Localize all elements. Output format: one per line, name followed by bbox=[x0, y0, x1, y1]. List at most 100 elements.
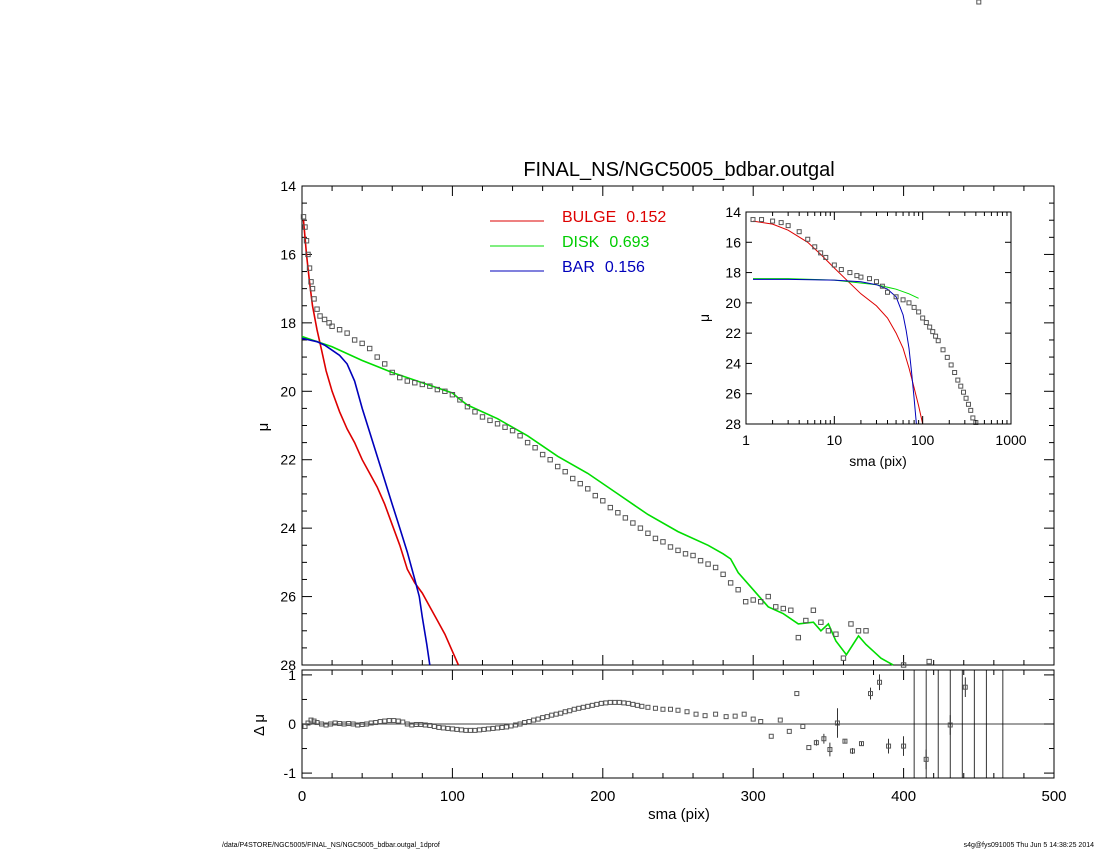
inset-x-tick-label: 1000 bbox=[995, 432, 1026, 448]
inset-x-tick-label: 10 bbox=[827, 432, 843, 448]
residual-point bbox=[794, 691, 800, 697]
data-point bbox=[442, 388, 448, 394]
inset-plot: 14 16 18 20 22 24 26 281 10 100 1000 μ sma (pix) bbox=[696, 204, 1027, 469]
residual-point bbox=[431, 723, 437, 729]
main-y-axis: 14 16 18 20 22 24 26 28 bbox=[280, 178, 1054, 673]
residual-point bbox=[598, 700, 604, 706]
data-point bbox=[652, 535, 659, 542]
residual-point bbox=[463, 727, 469, 733]
x-tick-label: 200 bbox=[590, 788, 615, 805]
residual-point bbox=[571, 706, 577, 712]
data-point bbox=[637, 525, 644, 531]
data-point bbox=[926, 658, 932, 665]
residual-point bbox=[923, 756, 929, 762]
data-point bbox=[622, 515, 629, 521]
inset-data-point bbox=[948, 362, 954, 368]
residual-point bbox=[481, 726, 487, 732]
residual-point bbox=[319, 721, 325, 727]
residual-point bbox=[504, 724, 510, 730]
residual-point bbox=[409, 722, 415, 728]
inset-data-point bbox=[963, 395, 969, 401]
residual-point bbox=[562, 709, 568, 715]
data-point bbox=[472, 409, 478, 415]
inset-x-tick-label: 100 bbox=[911, 432, 935, 448]
residual-point bbox=[625, 700, 631, 706]
data-point bbox=[326, 320, 332, 326]
residual-point bbox=[517, 721, 523, 727]
series-line-bar bbox=[301, 337, 431, 666]
inset-data-point bbox=[831, 262, 837, 268]
data-point bbox=[840, 655, 847, 661]
residual-point bbox=[337, 721, 343, 727]
inset-data-point bbox=[935, 338, 941, 344]
chart-title: FINAL_NS/NGC5005_bdbar.outgal bbox=[523, 159, 834, 181]
data-point bbox=[600, 498, 606, 504]
inset-y-axis-label: μ bbox=[696, 314, 712, 322]
residual-point bbox=[693, 711, 699, 717]
inset-data-point bbox=[885, 289, 891, 295]
main-y-tick-label: 24 bbox=[280, 520, 296, 536]
data-point bbox=[479, 414, 486, 420]
residual-point bbox=[947, 722, 953, 728]
inset-axes: 14 16 18 20 22 24 26 281 10 100 1000 bbox=[725, 204, 1026, 448]
inset-data-point bbox=[778, 220, 784, 226]
inset-data-point bbox=[955, 377, 961, 383]
data-point bbox=[532, 445, 538, 451]
residual-point bbox=[436, 724, 442, 730]
residual-point bbox=[806, 745, 812, 751]
inset-series-line-bar bbox=[753, 278, 917, 425]
data-point bbox=[351, 337, 358, 343]
residual-point bbox=[440, 725, 446, 731]
inset-data-point bbox=[940, 347, 946, 353]
data-point bbox=[539, 451, 546, 458]
data-point bbox=[434, 386, 441, 393]
residual-point bbox=[645, 704, 651, 710]
inset-series-group bbox=[750, 217, 979, 425]
residual-point bbox=[513, 722, 519, 728]
inset-plot-frame bbox=[745, 211, 1012, 425]
data-point bbox=[554, 463, 561, 470]
legend: BULGE 0.152 DISK 0.693 BAR 0.156 bbox=[490, 209, 666, 276]
residual-point bbox=[621, 700, 627, 706]
data-point bbox=[517, 433, 523, 439]
residual-point bbox=[485, 726, 491, 732]
data-point bbox=[765, 593, 771, 600]
residual-point bbox=[422, 722, 428, 728]
inset-data-point bbox=[759, 217, 765, 223]
data-point bbox=[825, 628, 832, 634]
residual-point bbox=[652, 705, 658, 711]
legend-label-bulge: BULGE 0.152 bbox=[562, 209, 666, 226]
residual-point bbox=[660, 706, 666, 712]
inset-data-point bbox=[847, 270, 853, 276]
data-point bbox=[720, 571, 726, 578]
main-series-group bbox=[300, 214, 932, 668]
data-point bbox=[788, 607, 794, 613]
data-point bbox=[302, 224, 308, 230]
data-point bbox=[712, 564, 719, 571]
residual-point bbox=[472, 727, 478, 733]
inset-data-point bbox=[879, 283, 885, 289]
residual-point bbox=[495, 725, 501, 731]
residual-point bbox=[400, 719, 406, 725]
data-point bbox=[306, 265, 313, 271]
data-point bbox=[303, 238, 310, 244]
data-point bbox=[314, 306, 320, 312]
residual-point bbox=[684, 709, 690, 715]
residual-point bbox=[341, 721, 347, 727]
inset-data-point bbox=[873, 279, 879, 285]
residual-point bbox=[702, 713, 708, 719]
data-point bbox=[758, 599, 764, 605]
data-point bbox=[585, 486, 591, 492]
data-point bbox=[750, 597, 756, 603]
data-point bbox=[667, 544, 674, 550]
residual-point bbox=[427, 722, 433, 728]
residual-point bbox=[732, 713, 738, 719]
residual-point bbox=[603, 700, 609, 706]
inset-data-point bbox=[796, 229, 802, 235]
data-point bbox=[509, 427, 516, 434]
data-point bbox=[630, 520, 636, 526]
data-point bbox=[660, 539, 666, 545]
data-point bbox=[645, 530, 651, 536]
data-point bbox=[615, 510, 621, 516]
